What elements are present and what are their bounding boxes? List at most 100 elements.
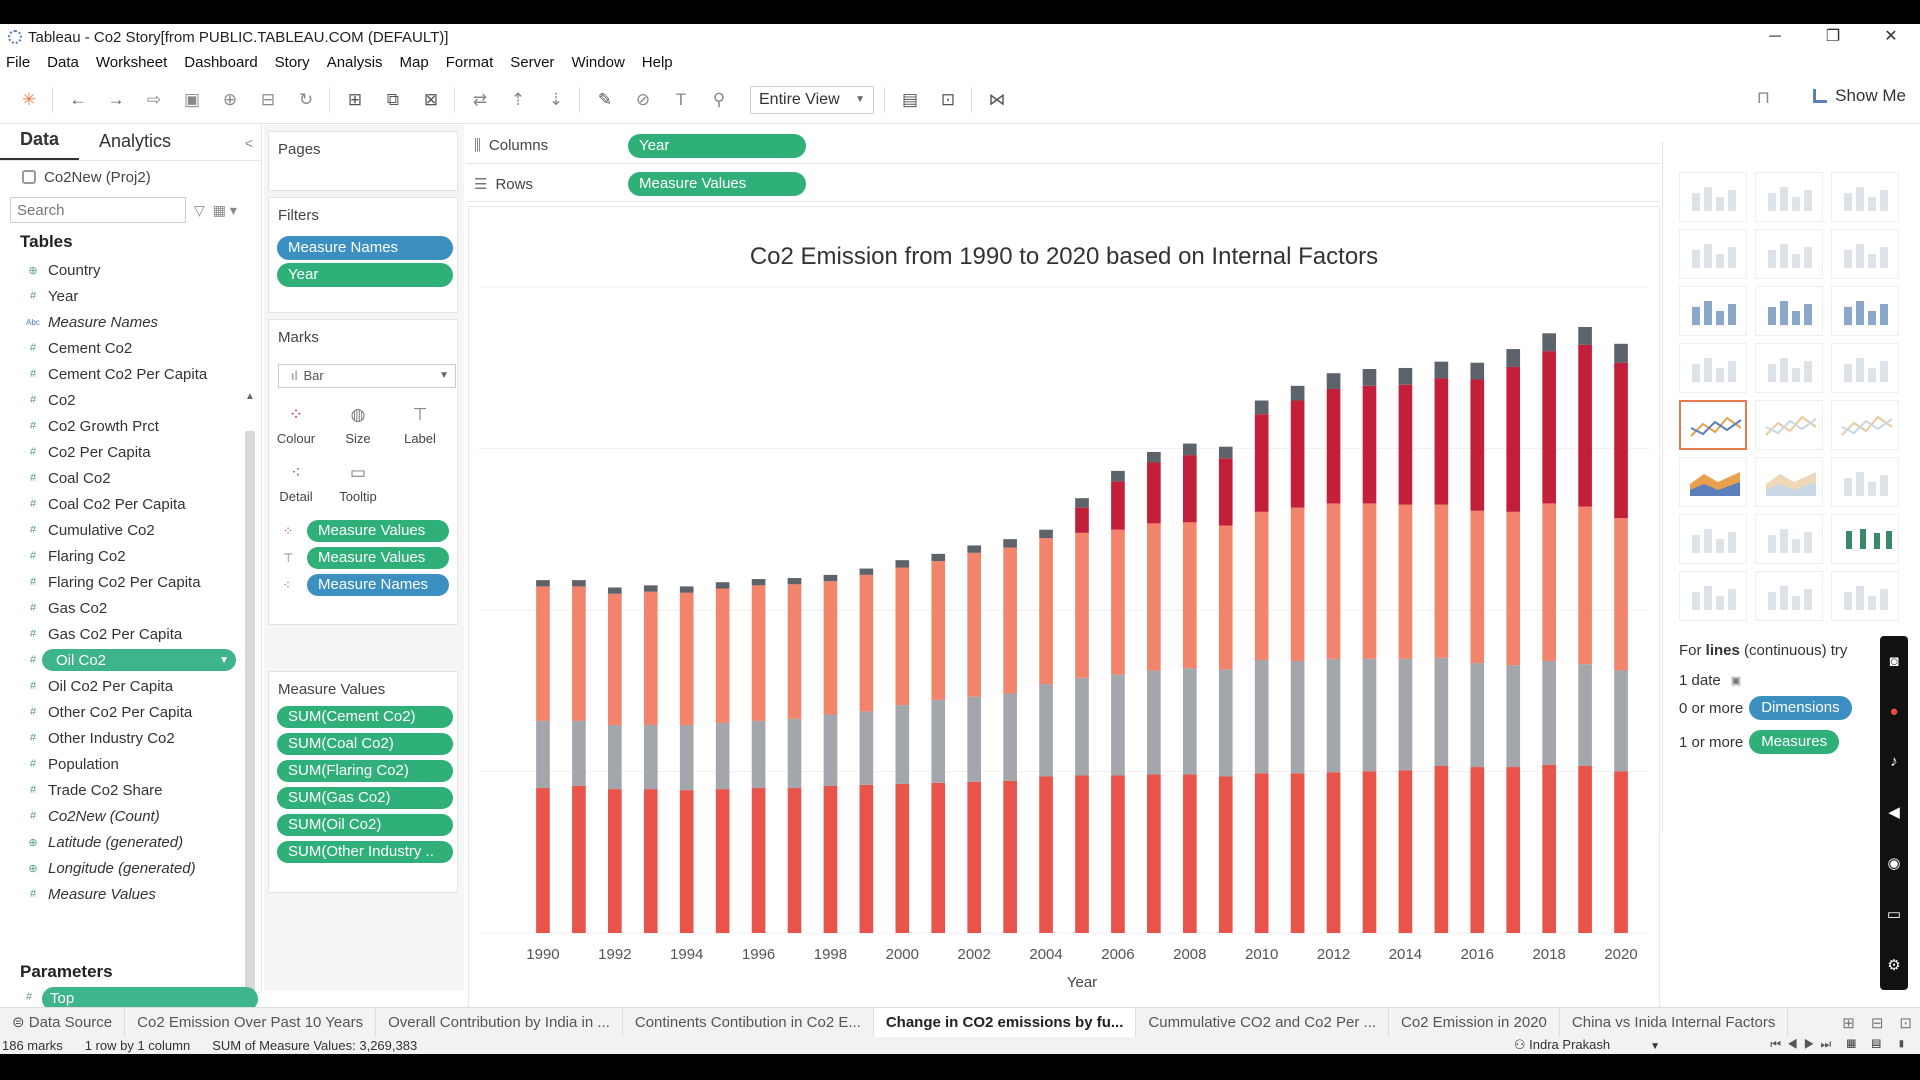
bar-segment[interactable]: [1326, 388, 1341, 504]
bar-segment[interactable]: [1182, 522, 1197, 669]
mark-type-dropdown[interactable]: ıl Bar ▼: [278, 364, 456, 388]
bar-segment[interactable]: [1003, 693, 1017, 781]
bar-segment[interactable]: [967, 552, 982, 697]
bar-segment[interactable]: [1578, 664, 1592, 767]
field-item[interactable]: ⊕ Latitude (generated): [0, 829, 261, 855]
bar-segment[interactable]: [1218, 446, 1233, 459]
bar-segment[interactable]: [1075, 677, 1089, 776]
show-me-box-and-whisker-icon[interactable]: [1831, 514, 1899, 564]
bar-segment[interactable]: [787, 578, 802, 585]
bar-segment[interactable]: [1111, 775, 1125, 933]
menu-analysis[interactable]: Analysis: [326, 53, 383, 71]
menu-story[interactable]: Story: [274, 53, 310, 71]
bar-segment[interactable]: [823, 574, 838, 582]
field-item[interactable]: # Oil Co2 Per Capita: [0, 673, 261, 699]
bar-segment[interactable]: [572, 720, 586, 786]
bar-segment[interactable]: [895, 560, 910, 568]
bar-segment[interactable]: [931, 561, 946, 700]
bar-segment[interactable]: [1039, 684, 1053, 777]
show-me-area-continuous-icon[interactable]: [1679, 457, 1747, 507]
bar-segment[interactable]: [787, 788, 802, 933]
field-item[interactable]: ⊕ Country: [0, 257, 261, 283]
filter-year-pill[interactable]: Year: [277, 263, 453, 287]
bar-segment[interactable]: [1434, 361, 1449, 379]
tab-analytics[interactable]: Analytics: [99, 131, 172, 151]
show-me-pie-chart-icon[interactable]: [1831, 229, 1899, 279]
bar-segment[interactable]: [1542, 351, 1556, 504]
camera-icon[interactable]: ◙: [1889, 652, 1899, 670]
field-item[interactable]: # Cement Co2 Per Capita: [0, 361, 261, 387]
label-button[interactable]: ⊤ Label: [393, 396, 447, 450]
bar-segment[interactable]: [787, 718, 802, 789]
bar-segment[interactable]: [1254, 511, 1269, 660]
field-item[interactable]: # Population: [0, 751, 261, 777]
bar-segment[interactable]: [1506, 511, 1521, 666]
show-me-scatter-plot-icon[interactable]: [1679, 514, 1747, 564]
bar-segment[interactable]: [1039, 538, 1053, 685]
bar-segment[interactable]: [1434, 504, 1449, 658]
show-labels-icon[interactable]: T: [675, 89, 687, 109]
bookmark-icon[interactable]: ⊓: [1756, 88, 1770, 107]
bar-segment[interactable]: [679, 586, 694, 593]
bar-segment[interactable]: [895, 705, 910, 784]
show-me-treemap-icon[interactable]: [1679, 343, 1747, 393]
bar-segment[interactable]: [1218, 525, 1233, 670]
bar-segment[interactable]: [1578, 327, 1592, 345]
bar-segment[interactable]: [1290, 400, 1305, 508]
bar-segment[interactable]: [751, 788, 766, 933]
field-item[interactable]: # Co2New (Count): [0, 803, 261, 829]
bar-segment[interactable]: [1506, 349, 1521, 367]
bar-segment[interactable]: [1003, 780, 1017, 933]
tableau-home-icon[interactable]: ✳: [21, 89, 37, 109]
bar-segment[interactable]: [608, 587, 622, 594]
bar-segment[interactable]: [1434, 657, 1449, 767]
bar-segment[interactable]: [715, 588, 730, 723]
bar-segment[interactable]: [967, 545, 982, 553]
share-icon[interactable]: ⋈: [988, 89, 1006, 109]
bar-segment[interactable]: [859, 711, 874, 785]
marks-colour-measure-values-pill[interactable]: Measure Values: [307, 520, 449, 542]
measure-pill[interactable]: SUM(Coal Co2): [277, 733, 453, 755]
clear-sheet-icon[interactable]: ⊠: [423, 89, 439, 109]
bar-segment[interactable]: [1111, 529, 1125, 675]
bar-segment[interactable]: [1506, 767, 1521, 933]
sheet-navigation-icons[interactable]: ⏮◀▶⏭ ▦ ▤ ▮: [1770, 1037, 1912, 1051]
bar-segment[interactable]: [715, 722, 730, 790]
bar-segment[interactable]: [1542, 503, 1556, 661]
bar-segment[interactable]: [823, 714, 838, 786]
fit-dropdown[interactable]: Entire View ▼: [750, 85, 874, 114]
show-me-button[interactable]: Show Me: [1813, 86, 1906, 106]
sheet-tab[interactable]: China vs Inida Internal Factors: [1560, 1007, 1789, 1038]
bar-segment[interactable]: [1398, 367, 1413, 385]
show-me-histogram-icon[interactable]: [1755, 514, 1823, 564]
bar-segment[interactable]: [1182, 455, 1197, 523]
bar-segment[interactable]: [1290, 385, 1305, 401]
rows-shelf[interactable]: ☰ Rows Measure Values: [466, 166, 1660, 202]
bar-segment[interactable]: [1075, 775, 1089, 933]
show-me-side-by-side-bars-icon[interactable]: [1831, 286, 1899, 336]
view-options-icon[interactable]: ▦ ▾: [212, 201, 237, 218]
bar-segment[interactable]: [1075, 498, 1089, 508]
bar-segment[interactable]: [1218, 669, 1233, 777]
field-item[interactable]: # Cumulative Co2: [0, 517, 261, 543]
field-item[interactable]: # Flaring Co2 Per Capita: [0, 569, 261, 595]
bar-segment[interactable]: [1290, 660, 1305, 774]
measure-pill[interactable]: SUM(Oil Co2): [277, 814, 453, 836]
tooltip-button[interactable]: ▭ Tooltip: [331, 454, 385, 508]
bar-segment[interactable]: [608, 725, 622, 790]
bar-segment[interactable]: [1326, 373, 1341, 389]
group-icon[interactable]: ⊘: [635, 89, 651, 109]
bar-segment[interactable]: [536, 720, 550, 789]
tab-data[interactable]: Data: [0, 129, 80, 160]
bar-segment[interactable]: [643, 789, 658, 933]
field-item[interactable]: # Co2 Growth Prct: [0, 413, 261, 439]
rows-measure-values-pill[interactable]: Measure Values: [628, 172, 806, 196]
show-me-packed-bubbles-icon[interactable]: [1831, 571, 1899, 621]
bar-segment[interactable]: [1326, 658, 1341, 773]
bar-segment[interactable]: [931, 553, 946, 562]
sheet-tab[interactable]: Co2 Emission Over Past 10 Years: [125, 1007, 377, 1038]
field-item[interactable]: # Measure Values: [0, 881, 261, 907]
show-me-text-table-icon[interactable]: [1679, 172, 1747, 222]
microphone-icon[interactable]: ♪: [1890, 752, 1898, 770]
bar-segment[interactable]: [751, 579, 766, 586]
